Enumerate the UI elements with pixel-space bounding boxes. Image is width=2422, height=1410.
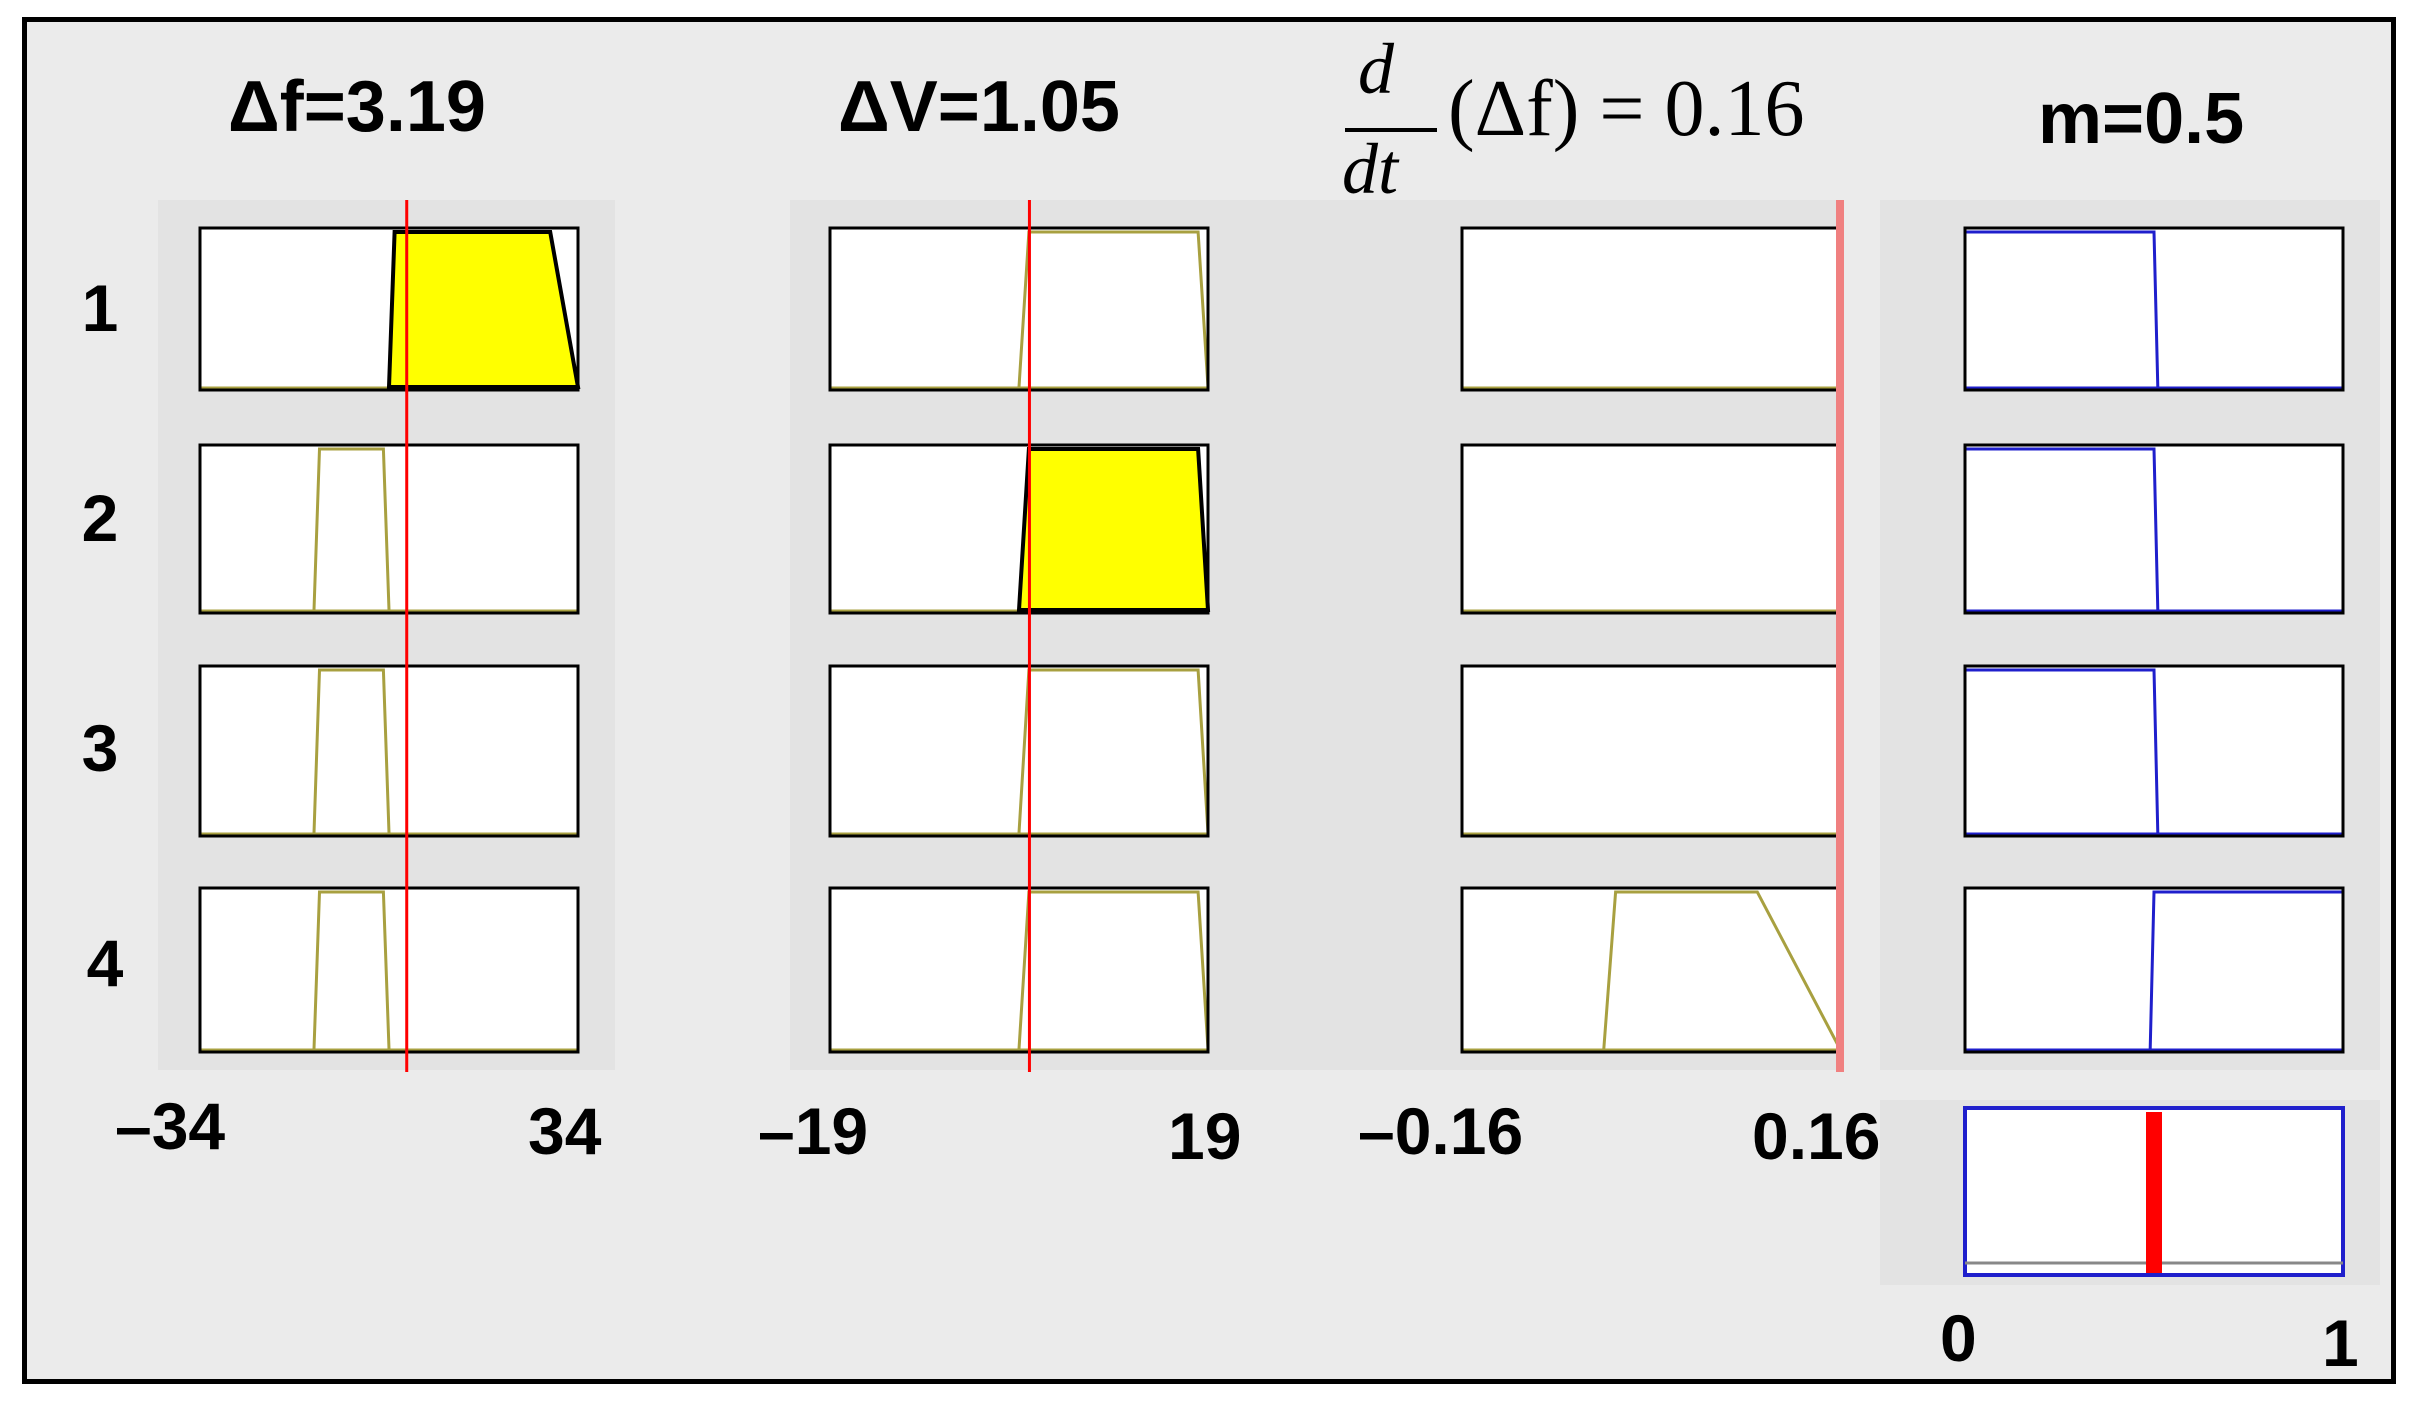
mf-box-border-r3-col4 [1963,664,2345,838]
col1-tick-max: 34 [528,1094,602,1168]
mf-box-r3-col2 [830,666,1208,836]
mf-fill-r1-col1 [386,230,581,389]
mf-box-border-r3-col2 [828,664,1210,838]
col1-tick-min: –34 [115,1089,226,1163]
col3-tick-min: –0.16 [1358,1094,1524,1168]
mf-curve-r1-col2 [1017,230,1210,388]
mf-curve-r4-col2 [1017,890,1210,1050]
mf-box-border-r2-col2 [828,443,1210,615]
mf-box-r4-col2 [830,888,1208,1052]
mf-box-r3-col3 [1462,666,1840,836]
mf-box-r2-col3 [1462,445,1840,613]
derivative-value: (Δf) = 0.16 [1448,65,1805,153]
col3-tick-max: 0.16 [1752,1099,1881,1173]
mf-curve-r2-col1 [312,447,391,611]
mf-curve-r4-col3 [1602,890,1842,1050]
mf-box-border-r2-col1 [198,443,580,615]
col1-header: Δf=3.19 [228,67,486,147]
mf-box-border-r2-col4 [1963,443,2345,615]
fraction-bar [1345,128,1437,132]
mf-box-border-r4-col1 [198,886,580,1054]
mf-curve-r3-col2 [1017,668,1210,834]
col2-tick-max: 19 [1168,1099,1242,1173]
col4-header: m=0.5 [2038,79,2245,159]
mf-curve-r4-col1 [312,890,391,1050]
rule-label-4: 4 [86,926,124,1000]
mf-curve-r3-col1 [312,668,391,834]
mf-box-border-r1-col4 [1963,226,2345,392]
rule-label-3: 3 [81,711,119,785]
mf-box-border-r4-col2 [828,886,1210,1054]
col3-header: d dt (Δf) = 0.16 [1330,28,1890,228]
rule-label-1: 1 [81,271,119,345]
col2-tick-min: –19 [758,1094,869,1168]
mf-box-r4-col3 [1462,888,1840,1052]
mf-box-border-r1-col2 [828,226,1210,392]
rule-label-2: 2 [81,481,119,555]
col2-header: ΔV=1.05 [838,67,1120,147]
derivative-numerator: d [1358,29,1394,109]
mf-box-r1-col2 [830,228,1208,390]
output-tick-max: 1 [2322,1306,2359,1380]
derivative-denominator: dt [1342,129,1399,209]
mf-box-r1-col3 [1462,228,1840,390]
output-tick-min: 0 [1940,1301,1977,1375]
mf-fill-r2-col2 [1016,447,1211,612]
mf-box-border-r3-col1 [198,664,580,838]
mf-box-border-r1-col1 [198,226,580,392]
mf-box-border-r4-col4 [1963,886,2345,1054]
